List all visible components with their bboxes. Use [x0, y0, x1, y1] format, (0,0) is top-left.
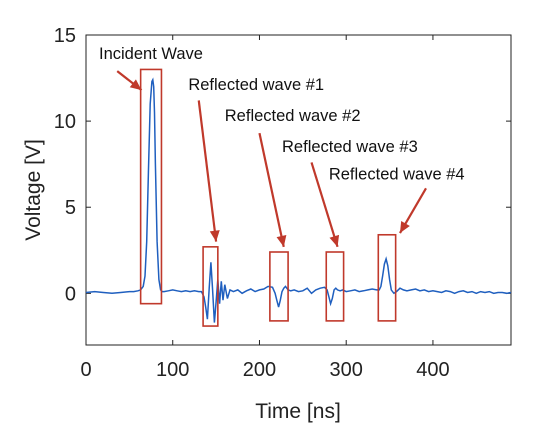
- annotation-box-4: [377, 233, 397, 322]
- y-tick-label: 10: [54, 111, 76, 133]
- annotation-arrow-2: [258, 132, 285, 248]
- y-tick-label: 0: [65, 283, 76, 305]
- x-tick-label: 100: [156, 359, 189, 381]
- annotation-box-3: [325, 251, 345, 322]
- annotations-layer: Incident Wave Reflected wave #1 Reflected …: [99, 45, 465, 327]
- annotation-arrowhead-1: [209, 230, 220, 242]
- annotation-arrowhead-2: [276, 235, 287, 247]
- annotation-arrowhead-3: [329, 234, 340, 247]
- annotation-label-2: Reflected wave #2: [225, 107, 361, 125]
- annotation-label-4: Reflected wave #4: [329, 166, 465, 184]
- annotation-label-1: Reflected wave #1: [188, 76, 324, 94]
- x-tick-label: 200: [243, 359, 276, 381]
- annotation-label-3: Reflected wave #3: [282, 138, 418, 156]
- x-axis: 0 100 200 300 400: [80, 35, 450, 381]
- x-tick-label: 400: [416, 359, 449, 381]
- annotation-arrowhead-0: [129, 79, 142, 91]
- annotation-arrow-1: [197, 100, 218, 242]
- y-tick-label: 15: [54, 25, 76, 47]
- x-tick-label: 0: [80, 359, 91, 381]
- x-axis-label: Time [ns]: [255, 400, 341, 423]
- annotation-box-0: [139, 68, 163, 305]
- annotation-box-2: [269, 251, 289, 322]
- annotation-arrow-3: [310, 162, 339, 248]
- annotation-label-0: Incident Wave: [99, 45, 203, 63]
- annotation-box-1: [202, 246, 219, 327]
- y-tick-label: 5: [65, 197, 76, 219]
- annotation-arrowhead-4: [399, 221, 410, 234]
- plot-area: [85, 34, 512, 346]
- y-axis-label: Voltage [V]: [22, 139, 45, 241]
- x-tick-label: 300: [330, 359, 363, 381]
